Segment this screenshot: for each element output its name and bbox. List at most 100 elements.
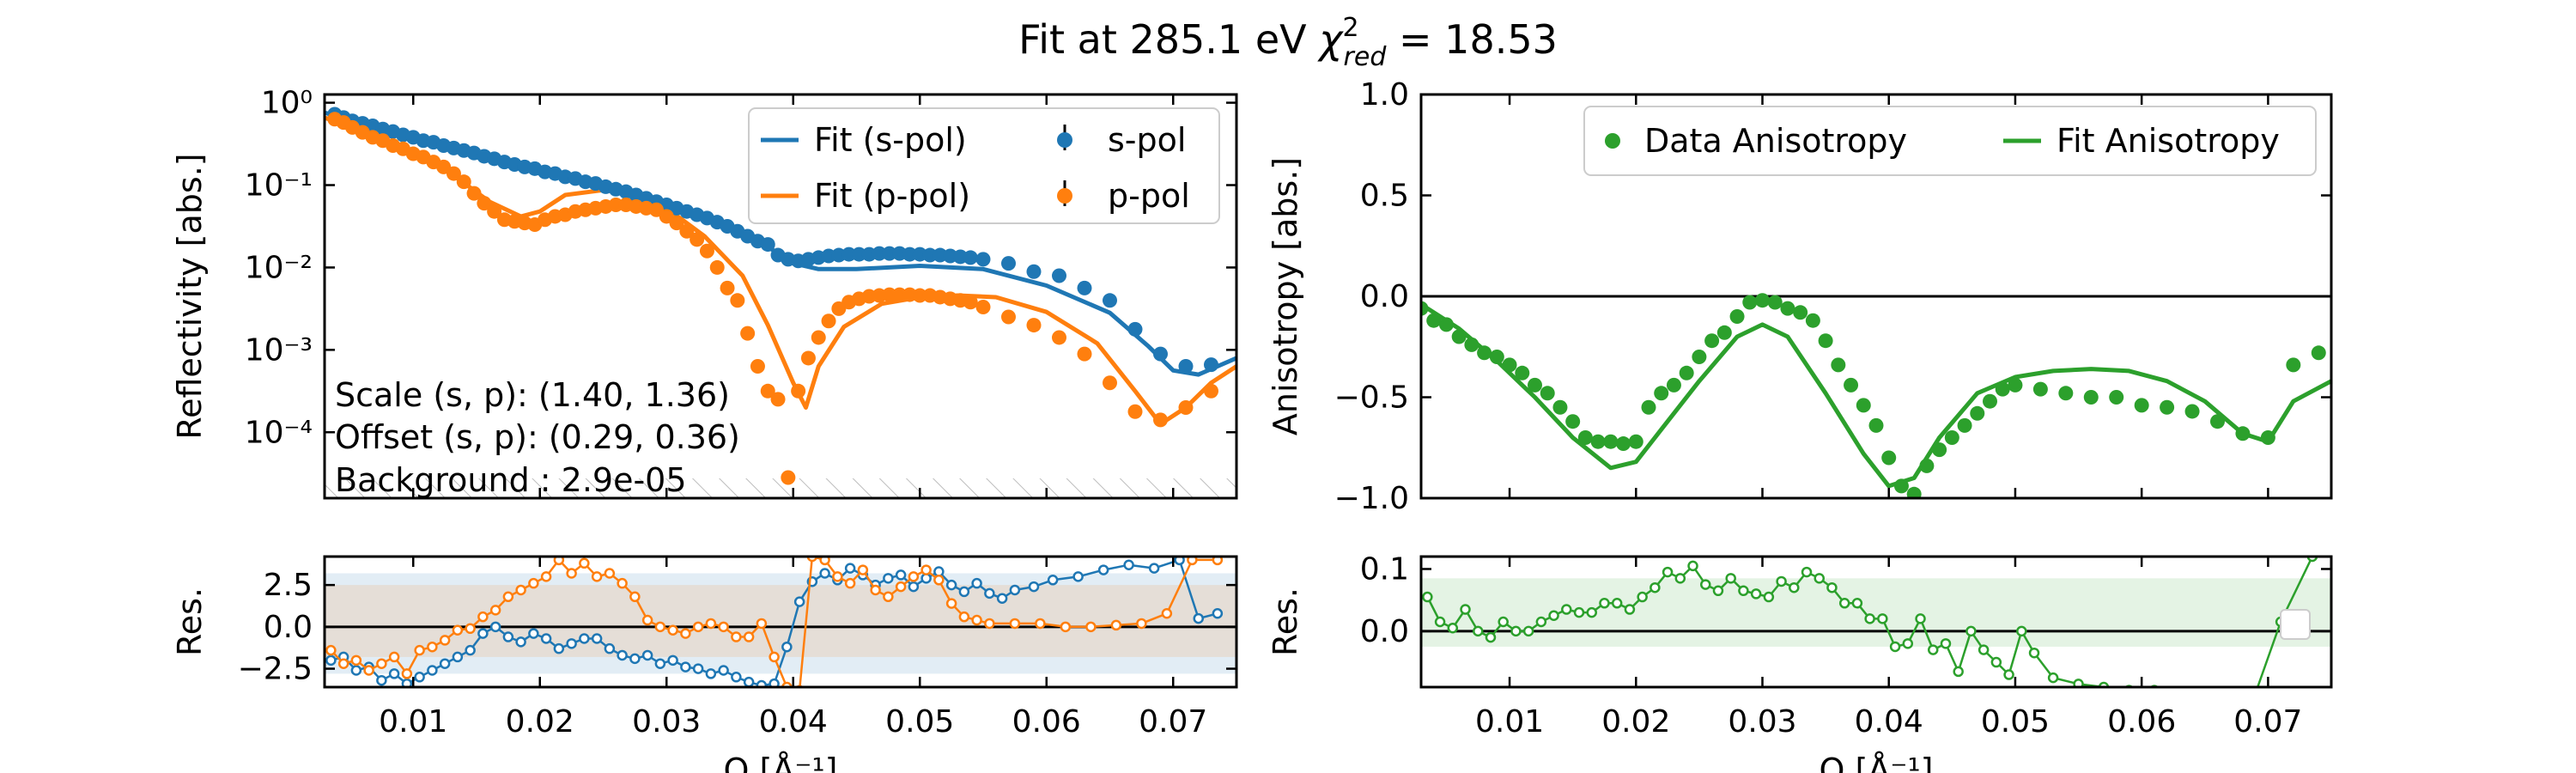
anisotropy-point <box>1552 399 1568 415</box>
legend-label-s-pol: s-pol <box>1108 121 1186 159</box>
residual-point-p-pol <box>465 623 476 635</box>
anisotropy-residual-point <box>1928 644 1939 655</box>
residual-point-s-pol <box>553 642 565 654</box>
residual-point-p-pol <box>1110 619 1122 631</box>
residual-point-s-pol <box>579 633 590 644</box>
residual-line-s-pol <box>331 558 1218 687</box>
point-p-pol <box>811 330 826 345</box>
residual-point-s-pol <box>996 593 1008 604</box>
point-p-pol <box>770 392 786 407</box>
anisotropy-residual-point <box>1522 625 1534 637</box>
residual-point-s-pol <box>883 573 894 584</box>
residual-point-s-pol <box>718 665 729 676</box>
anisotropy-residual-point <box>1447 622 1459 634</box>
anisotropy-residual-point <box>1485 631 1497 643</box>
anisotropy-residual-point <box>1510 625 1522 637</box>
reflectivity-residual-x-ticks: 0.01 0.02 0.03 0.04 0.05 0.06 0.07 <box>379 557 1207 740</box>
residual-point-p-pol <box>452 624 464 636</box>
residual-point-p-pol <box>769 651 780 663</box>
point-p-pol <box>912 288 927 303</box>
residual-point-p-pol <box>1161 608 1173 619</box>
anisotropy-point <box>1641 399 1656 415</box>
residual-point-p-pol <box>401 668 413 679</box>
point-s-pol <box>922 247 938 263</box>
anisotropy-point <box>1767 295 1783 310</box>
anisotropy-point <box>1616 436 1631 452</box>
anisotropy-residual-point <box>1725 573 1736 584</box>
anisotropy-residual-point <box>1637 591 1648 603</box>
point-s-pol <box>1077 280 1092 295</box>
title-suffix: = 18.53 <box>1386 16 1557 63</box>
residual-point-p-pol <box>515 584 526 596</box>
anisotropy-residual-point <box>2047 672 2059 684</box>
point-p-pol <box>1103 375 1117 391</box>
anisotropy-residual-x-tick-label: 0.06 <box>2107 704 2176 740</box>
residual-point-s-pol <box>945 579 957 591</box>
point-p-pol <box>690 232 705 247</box>
anisotropy-residual-point <box>2226 689 2234 697</box>
anisotropy-point <box>1957 417 1972 433</box>
residual-point-s-pol <box>489 621 501 633</box>
anisotropy-residual-y-tick-label: 0.0 <box>1360 614 1409 649</box>
residual-point-p-pol <box>895 581 907 593</box>
residual-point-p-pol <box>376 658 387 669</box>
point-p-pol <box>1001 309 1016 325</box>
point-p-pol <box>1127 404 1143 419</box>
point-p-pol <box>477 196 492 211</box>
anisotropy-point <box>1944 430 1959 445</box>
residual-point-p-pol <box>579 557 590 569</box>
residual-point-p-pol <box>553 557 565 566</box>
residual-point-p-pol <box>819 557 830 566</box>
anisotropy-residual-point <box>1776 575 1787 587</box>
residual-point-s-pol <box>452 651 464 663</box>
residual-point-s-pol <box>1047 575 1059 586</box>
anisotropy-point <box>2235 426 2251 441</box>
anisotropy-residual-x-tick-label: 0.04 <box>1855 704 1923 740</box>
residual-point-s-pol <box>1097 564 1109 575</box>
anisotropy-point <box>1477 345 1492 361</box>
residual-point-s-pol <box>350 665 362 676</box>
point-s-pol <box>1026 264 1042 279</box>
residual-point-s-pol <box>844 563 856 574</box>
residual-point-s-pol <box>439 658 451 669</box>
anisotropy-x-label: Q [Å⁻¹] <box>1820 752 1934 773</box>
reflectivity-residual-x-tick-label: 0.01 <box>379 704 447 740</box>
anisotropy-point <box>1868 417 1884 433</box>
residual-point-s-pol <box>654 658 666 669</box>
anisotropy-fit-line <box>1421 302 2331 489</box>
residual-point-p-pol <box>883 591 894 603</box>
anisotropy-residual-point <box>2175 689 2184 697</box>
anisotropy-y-tick-label: −1.0 <box>1334 481 1409 516</box>
point-s-pol <box>872 246 887 261</box>
anisotropy-point <box>2311 345 2326 361</box>
anisotropy-point <box>1970 405 1985 421</box>
residual-point-p-pol <box>540 571 552 582</box>
residual-point-s-pol <box>566 638 577 649</box>
residual-point-s-pol <box>984 587 995 600</box>
residual-point-s-pol <box>756 679 768 687</box>
residual-point-s-pol <box>731 672 742 683</box>
residual-point-s-pol <box>1028 581 1040 593</box>
anisotropy-point <box>1919 458 1935 473</box>
anisotropy-residual-x-tick-label: 0.01 <box>1475 704 1544 740</box>
anisotropy-residual-point <box>1611 598 1623 609</box>
residual-point-p-pol <box>414 644 425 656</box>
legend-label-p-pol: p-pol <box>1108 177 1190 215</box>
reflectivity-x-label: Q [Å⁻¹] <box>724 752 838 773</box>
residual-point-p-pol <box>439 635 451 646</box>
anisotropy-frame <box>1419 93 2333 500</box>
residual-point-s-pol <box>958 586 970 598</box>
point-s-pol <box>1001 256 1016 271</box>
point-s-pol <box>1204 357 1218 373</box>
residual-point-s-pol <box>781 641 793 653</box>
residual-point-s-pol <box>617 649 628 661</box>
title-chi-sup: 2 <box>1342 13 1358 43</box>
reflectivity-y-ticks: 10⁰ 10⁻¹ 10⁻² 10⁻³ 10⁻⁴ <box>245 86 1236 450</box>
anisotropy-point <box>1464 337 1479 352</box>
anisotropy-y-tick-label: 1.0 <box>1360 77 1409 113</box>
point-s-pol <box>975 252 991 267</box>
anisotropy-point <box>1528 377 1542 393</box>
anisotropy-point <box>2260 430 2275 445</box>
residual-point-p-pol <box>945 598 957 609</box>
reflectivity-residual-y-label: Res. <box>171 587 209 656</box>
